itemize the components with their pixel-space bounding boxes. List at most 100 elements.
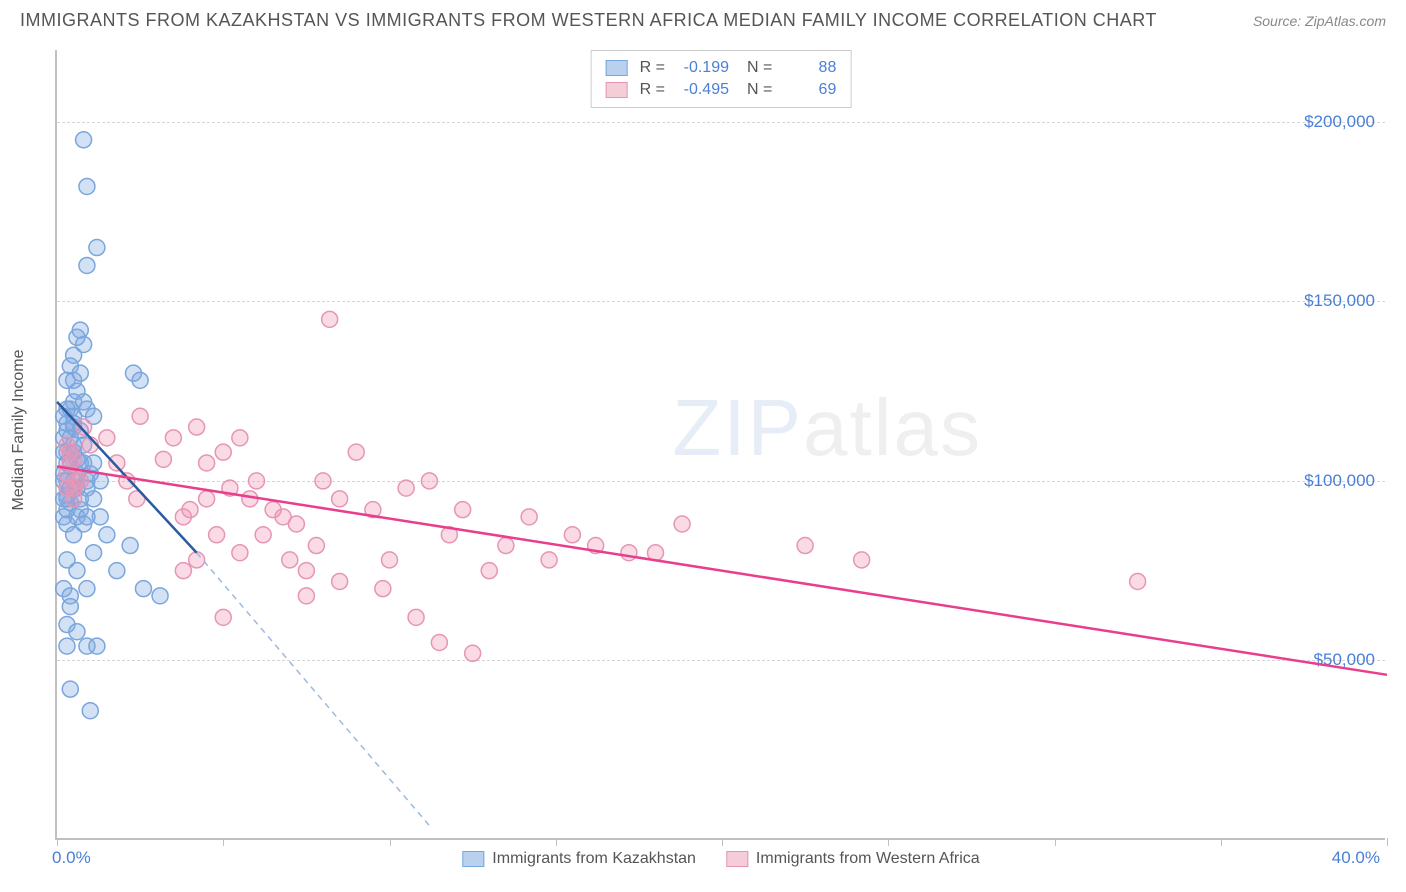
legend-r-value-2: -0.495 <box>673 81 729 99</box>
scatter-point <box>431 635 447 651</box>
legend-r-value-1: -0.199 <box>673 59 729 77</box>
legend-swatch-series-1 <box>606 60 628 76</box>
scatter-point <box>298 563 314 579</box>
scatter-point <box>119 473 135 489</box>
scatter-point <box>315 473 331 489</box>
scatter-point <box>189 552 205 568</box>
chart-plot-area: ZIPatlas $50,000$100,000$150,000$200,000… <box>55 50 1385 840</box>
scatter-point <box>332 491 348 507</box>
scatter-point <box>1130 573 1146 589</box>
scatter-point <box>155 451 171 467</box>
scatter-point <box>398 480 414 496</box>
scatter-point <box>421 473 437 489</box>
scatter-point <box>86 545 102 561</box>
scatter-point <box>182 502 198 518</box>
legend-swatch-series-2 <box>726 851 748 867</box>
scatter-point <box>152 588 168 604</box>
scatter-point <box>62 599 78 615</box>
scatter-point <box>132 408 148 424</box>
x-axis-max-label: 40.0% <box>1332 848 1380 868</box>
chart-title: IMMIGRANTS FROM KAZAKHSTAN VS IMMIGRANTS… <box>20 10 1157 31</box>
scatter-point <box>165 430 181 446</box>
scatter-point <box>215 444 231 460</box>
scatter-point <box>82 703 98 719</box>
x-tick <box>1221 838 1222 846</box>
scatter-point <box>481 563 497 579</box>
legend-item-series-2: Immigrants from Western Africa <box>726 850 980 868</box>
scatter-point <box>135 581 151 597</box>
scatter-point <box>265 502 281 518</box>
legend-item-series-1: Immigrants from Kazakhstan <box>462 850 696 868</box>
scatter-point <box>298 588 314 604</box>
scatter-point <box>797 538 813 554</box>
x-tick <box>888 838 889 846</box>
scatter-point <box>72 365 88 381</box>
scatter-point <box>79 581 95 597</box>
x-tick <box>390 838 391 846</box>
scatter-point <box>66 480 82 496</box>
scatter-point <box>59 638 75 654</box>
scatter-point <box>674 516 690 532</box>
scatter-svg <box>57 50 1385 838</box>
legend-n-label: N = <box>747 59 772 77</box>
scatter-point <box>382 552 398 568</box>
legend-row-series-2: R = -0.495 N = 69 <box>606 79 837 101</box>
x-tick <box>1387 838 1388 846</box>
scatter-point <box>621 545 637 561</box>
correlation-legend: R = -0.199 N = 88 R = -0.495 N = 69 <box>591 50 852 108</box>
scatter-point <box>455 502 471 518</box>
scatter-point <box>79 178 95 194</box>
scatter-point <box>175 563 191 579</box>
scatter-point <box>76 132 92 148</box>
scatter-point <box>209 527 225 543</box>
scatter-point <box>132 372 148 388</box>
scatter-point <box>89 240 105 256</box>
series-legend: Immigrants from Kazakhstan Immigrants fr… <box>462 850 979 868</box>
scatter-point <box>99 430 115 446</box>
legend-label-series-1: Immigrants from Kazakhstan <box>492 850 696 868</box>
scatter-point <box>189 419 205 435</box>
scatter-point <box>232 430 248 446</box>
x-axis-min-label: 0.0% <box>52 848 91 868</box>
legend-label-series-2: Immigrants from Western Africa <box>756 850 980 868</box>
scatter-point <box>348 444 364 460</box>
scatter-point <box>89 638 105 654</box>
scatter-point <box>76 419 92 435</box>
scatter-point <box>255 527 271 543</box>
scatter-point <box>109 455 125 471</box>
legend-n-label: N = <box>747 81 772 99</box>
scatter-point <box>86 455 102 471</box>
trend-line <box>57 467 1387 675</box>
scatter-point <box>375 581 391 597</box>
scatter-point <box>69 624 85 640</box>
scatter-point <box>521 509 537 525</box>
legend-r-label: R = <box>640 59 665 77</box>
x-tick <box>722 838 723 846</box>
legend-r-label: R = <box>640 81 665 99</box>
y-axis-label: Median Family Income <box>10 350 28 511</box>
x-tick <box>1055 838 1056 846</box>
legend-swatch-series-2 <box>606 82 628 98</box>
scatter-point <box>62 681 78 697</box>
scatter-point <box>215 609 231 625</box>
legend-n-value-2: 69 <box>780 81 836 99</box>
legend-row-series-1: R = -0.199 N = 88 <box>606 57 837 79</box>
scatter-point <box>288 516 304 532</box>
scatter-point <box>79 257 95 273</box>
x-tick <box>223 838 224 846</box>
scatter-point <box>69 563 85 579</box>
scatter-point <box>79 509 95 525</box>
scatter-point <box>249 473 265 489</box>
x-tick <box>556 838 557 846</box>
legend-swatch-series-1 <box>462 851 484 867</box>
source-label: Source: ZipAtlas.com <box>1253 13 1386 29</box>
legend-n-value-1: 88 <box>780 59 836 77</box>
scatter-point <box>332 573 348 589</box>
scatter-point <box>232 545 248 561</box>
scatter-point <box>854 552 870 568</box>
scatter-point <box>76 394 92 410</box>
scatter-point <box>322 311 338 327</box>
scatter-point <box>564 527 580 543</box>
scatter-point <box>408 609 424 625</box>
scatter-point <box>465 645 481 661</box>
